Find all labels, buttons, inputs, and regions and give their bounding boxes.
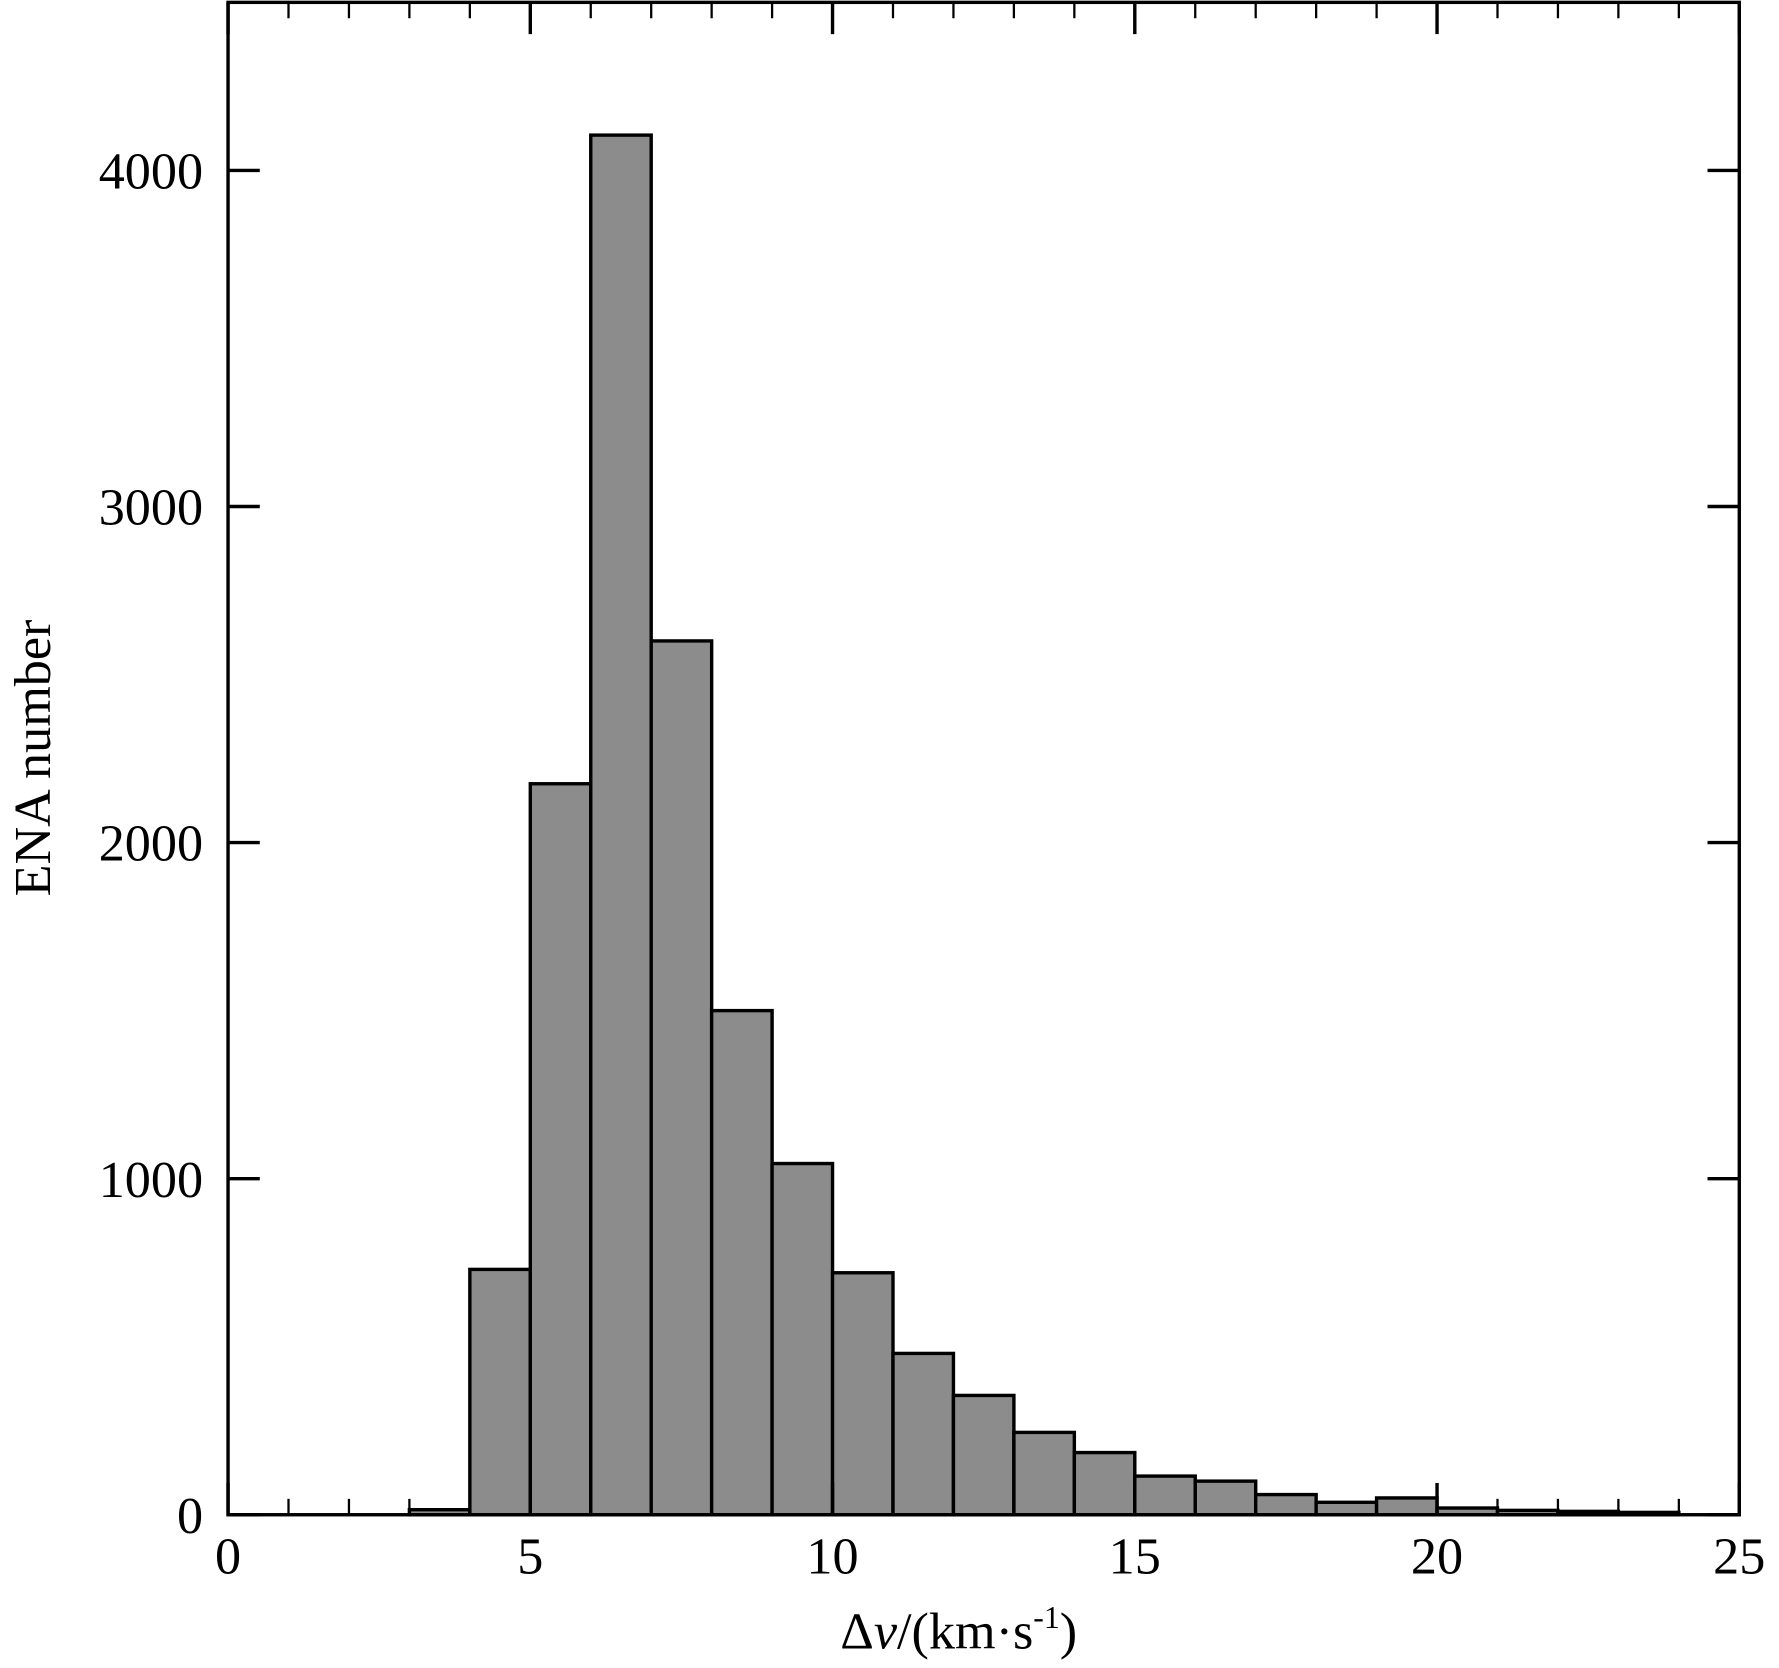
bar bbox=[1012, 1430, 1077, 1517]
y-tick-label: 0 bbox=[177, 1487, 203, 1545]
bar bbox=[1374, 1496, 1439, 1517]
x-title-close: ) bbox=[1060, 1603, 1077, 1661]
bar bbox=[770, 1161, 835, 1517]
x-axis-title: Δv/(km·s-1) bbox=[840, 1600, 1077, 1660]
y-tick-label: 4000 bbox=[99, 143, 203, 201]
bar bbox=[468, 1267, 532, 1517]
y-tick-label: 1000 bbox=[99, 1151, 203, 1209]
bar bbox=[1193, 1479, 1258, 1517]
x-title-delta: Δ bbox=[840, 1603, 874, 1661]
bar bbox=[1072, 1450, 1137, 1517]
x-tick-label: 15 bbox=[1109, 1528, 1161, 1586]
bar bbox=[589, 133, 653, 1517]
bar bbox=[891, 1351, 956, 1517]
x-tick-label: 10 bbox=[806, 1528, 858, 1586]
x-tick-label: 20 bbox=[1411, 1528, 1463, 1586]
y-axis-title: ENA number bbox=[4, 620, 62, 897]
bar bbox=[830, 1271, 895, 1517]
bar bbox=[709, 1008, 774, 1517]
bar bbox=[951, 1393, 1016, 1517]
x-title-var: v bbox=[874, 1603, 898, 1661]
bar bbox=[1133, 1474, 1197, 1517]
bar bbox=[649, 639, 714, 1517]
bar bbox=[528, 782, 593, 1517]
bar bbox=[1314, 1500, 1379, 1517]
x-title-exp: -1 bbox=[1033, 1600, 1059, 1635]
y-tick-label: 2000 bbox=[99, 815, 203, 873]
bar bbox=[1253, 1492, 1318, 1517]
y-tick-label: 3000 bbox=[99, 479, 203, 537]
x-tick-label: 0 bbox=[215, 1528, 241, 1586]
x-tick-label: 25 bbox=[1713, 1528, 1765, 1586]
plot-frame bbox=[226, 0, 1741, 1517]
x-title-unit: /(km·s bbox=[897, 1603, 1033, 1661]
x-tick-label: 5 bbox=[517, 1528, 543, 1586]
